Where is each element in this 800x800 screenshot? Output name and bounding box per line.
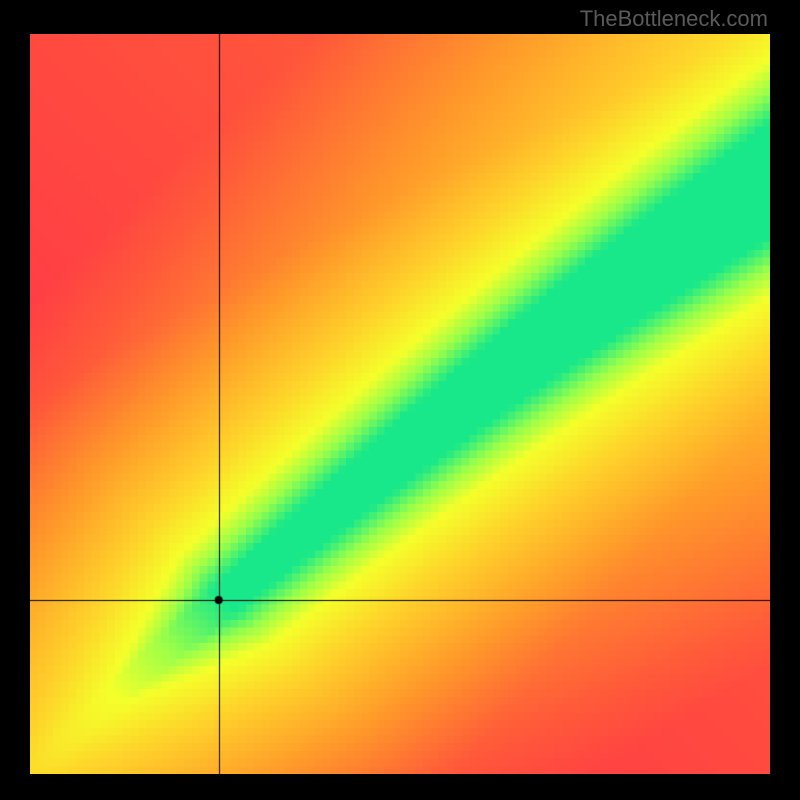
crosshair-overlay: [30, 34, 770, 774]
watermark-text: TheBottleneck.com: [580, 6, 768, 32]
